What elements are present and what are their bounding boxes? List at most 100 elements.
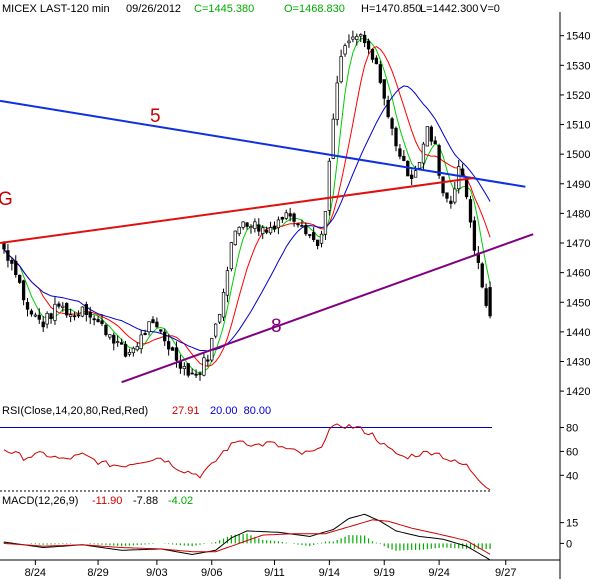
price-y-tick-label: 1480: [566, 208, 590, 220]
candle-body: [166, 341, 171, 350]
candle-body: [335, 82, 339, 120]
candle-body: [433, 140, 437, 144]
price-panel: 1420 1430 1440 1450 1460 1470 1480 1490 1500 1510…: [0, 12, 590, 579]
candle-body: [116, 341, 120, 343]
candle-body: [249, 226, 253, 229]
candle-body: [460, 168, 465, 177]
candle-body: [410, 174, 414, 179]
candle-body: [402, 155, 406, 161]
candle-body: [319, 233, 324, 244]
candle-body: [123, 343, 128, 357]
candle-body: [437, 145, 441, 176]
price-y-tick-label: 1540: [566, 31, 590, 43]
candle-body: [378, 64, 382, 83]
candle-body: [362, 34, 367, 44]
candle-body: [445, 192, 449, 199]
price-y-tick-label: 1470: [566, 238, 590, 250]
candle-body: [65, 302, 69, 316]
x-tick-label: 9/03: [146, 567, 167, 579]
x-tick-label: 9/24: [428, 567, 449, 579]
candle-body: [343, 45, 347, 55]
candle-body: [53, 303, 57, 321]
candle-body: [488, 287, 492, 317]
candle-body: [49, 313, 53, 319]
candle-body: [25, 302, 30, 310]
trendline-8: [121, 233, 534, 384]
candle-body: [170, 347, 175, 351]
trendline-5: [0, 99, 526, 188]
candle-body: [96, 319, 100, 323]
macd-legend-signal: -7.88: [133, 495, 158, 507]
candle-body: [18, 274, 22, 283]
candle-body: [245, 222, 249, 227]
candle-body: [355, 36, 359, 40]
candle-body: [108, 334, 112, 338]
rsi-y-tick-label: 80: [566, 423, 578, 435]
rsi-line: [3, 423, 491, 491]
candle-body: [151, 319, 155, 324]
candle-body: [21, 280, 26, 301]
candle-body: [370, 48, 375, 60]
candle-body: [449, 200, 453, 204]
candle-body: [457, 166, 461, 190]
candle-body: [296, 223, 300, 226]
candle-body: [174, 347, 179, 361]
candle-body: [202, 357, 206, 376]
price-y-tick-label: 1460: [566, 268, 590, 280]
candle-body: [394, 127, 398, 147]
candle-body: [484, 288, 488, 306]
candle-body: [233, 230, 237, 246]
candle-body: [280, 217, 284, 220]
candle-body: [413, 170, 418, 178]
x-tick-label: 9/19: [374, 567, 395, 579]
candle-body: [237, 226, 241, 235]
price-y-tick-label: 1530: [566, 60, 590, 72]
header-date: 09/26/2012: [126, 3, 181, 15]
candle-body: [163, 331, 167, 342]
candle-body: [112, 334, 116, 344]
rsi-legend-prefix: RSI(Close,14,20,80,Red,Red): [2, 405, 148, 417]
candle-body: [119, 342, 124, 345]
candle-body: [135, 346, 139, 351]
macd-legend-histogram: -4.02: [168, 495, 193, 507]
header-high: H=1470.850: [361, 3, 421, 15]
price-y-tick-label: 1440: [566, 327, 590, 339]
candle-body: [131, 347, 136, 354]
candle-body: [398, 148, 402, 157]
candle-body: [68, 314, 73, 317]
candle-body: [198, 373, 202, 375]
candle-body: [37, 314, 41, 320]
macd-y-tick-label: 0: [566, 538, 572, 550]
candle-body: [480, 263, 484, 288]
candle-body: [225, 270, 230, 296]
candle-body: [190, 372, 194, 375]
candle-body: [421, 143, 426, 164]
candle-body: [429, 126, 433, 142]
candle-body: [374, 57, 379, 65]
candle-body: [264, 229, 269, 233]
candle-body: [217, 313, 222, 323]
candle-body: [425, 126, 430, 147]
trendline-red: [0, 176, 475, 245]
header-volume: V=0: [480, 3, 500, 15]
candle-body: [359, 34, 363, 37]
candle-body: [214, 323, 218, 337]
candle-body: [308, 234, 312, 236]
candle-body: [45, 312, 49, 325]
price-y-tick-label: 1490: [566, 179, 590, 191]
candle-body: [72, 315, 77, 318]
macd-panel: 0 15: [3, 513, 578, 561]
candle-body: [284, 212, 288, 219]
candle-body: [2, 242, 6, 250]
trendline-label-g: G: [0, 189, 13, 210]
x-tick-label: 8/29: [87, 567, 108, 579]
candle-body: [139, 334, 143, 350]
candle-body: [390, 118, 394, 129]
price-y-tick-label: 1450: [566, 297, 590, 309]
candle-body: [92, 318, 96, 321]
candle-body: [261, 227, 265, 235]
candle-body: [304, 225, 308, 235]
candle-body: [29, 310, 34, 315]
candle-body: [276, 219, 281, 229]
